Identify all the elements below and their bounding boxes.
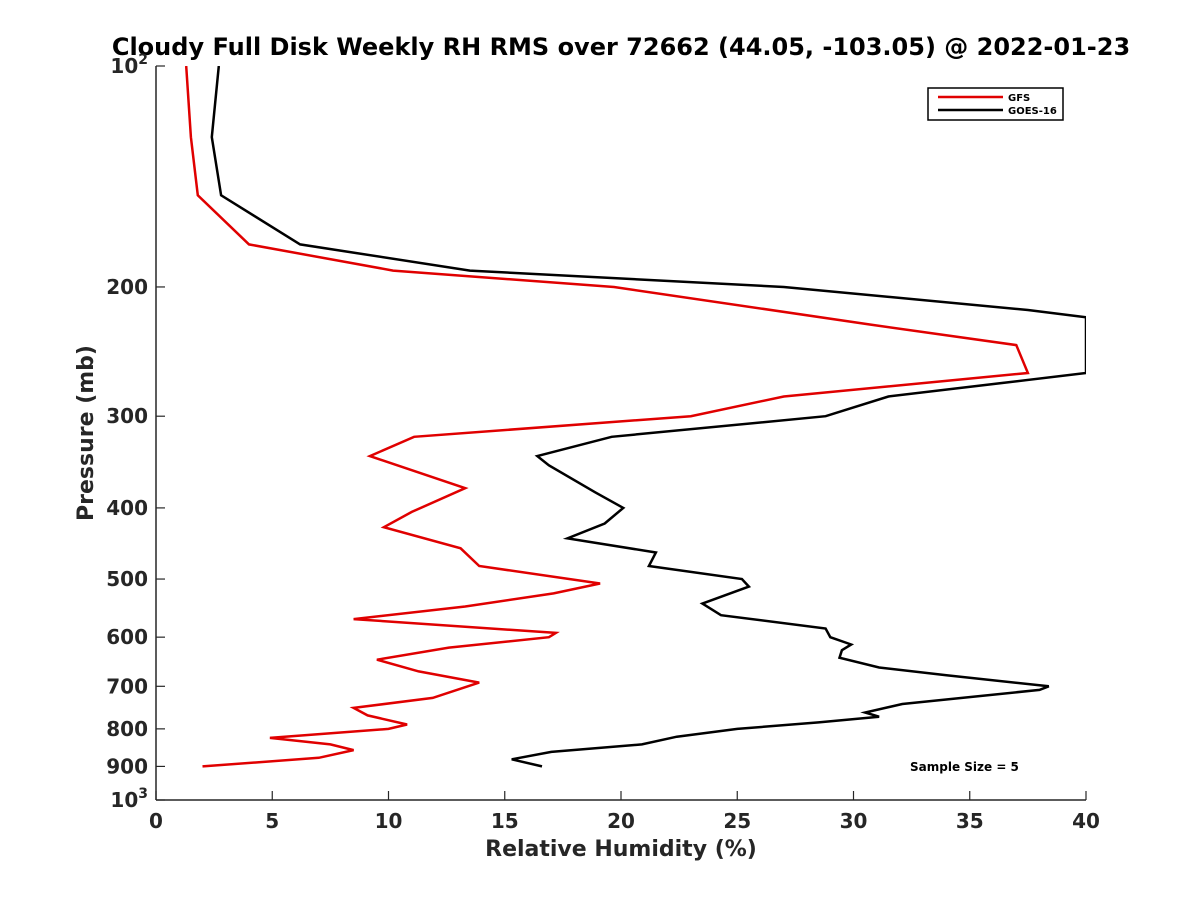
plot-area: 0 5 10 15 20 25 30 35 40102200300400500600700800… bbox=[106, 52, 1100, 833]
y-tick-label: 200 bbox=[106, 275, 148, 299]
x-tick-label: 0 bbox=[149, 809, 163, 833]
legend-box bbox=[927, 87, 1064, 121]
y-tick-label: 300 bbox=[106, 404, 148, 428]
y-tick-label: 500 bbox=[106, 567, 148, 591]
x-tick-label: 15 bbox=[491, 809, 519, 833]
series-line-goes-16 bbox=[210, 66, 1086, 768]
x-tick-label: 35 bbox=[956, 809, 984, 833]
y-tick-label: 600 bbox=[106, 625, 148, 649]
y-tick-label: 900 bbox=[106, 754, 148, 778]
legend-label-gfs: GFS bbox=[1008, 93, 1030, 104]
chart-title: Cloudy Full Disk Weekly RH RMS over 7266… bbox=[112, 33, 1130, 61]
x-tick-label: 40 bbox=[1072, 809, 1100, 833]
x-tick-label: 25 bbox=[723, 809, 751, 833]
series-line-gfs bbox=[184, 66, 1030, 768]
x-tick-label: 20 bbox=[607, 809, 635, 833]
x-tick-label: 30 bbox=[840, 809, 868, 833]
y-tick-label: 800 bbox=[106, 717, 148, 741]
x-axis-label: Relative Humidity (%) bbox=[485, 837, 757, 862]
legend: GFS GOES-16 bbox=[927, 87, 1064, 121]
legend-label-goes-16: GOES-16 bbox=[1008, 106, 1057, 117]
y-tick-label: 400 bbox=[106, 496, 148, 520]
x-tick-label: 10 bbox=[375, 809, 403, 833]
x-tick-label: 5 bbox=[265, 809, 279, 833]
y-axis-label: Pressure (mb) bbox=[74, 345, 99, 521]
y-tick-label: 700 bbox=[106, 674, 148, 698]
sample-size-annotation: Sample Size = 5 bbox=[910, 760, 1019, 774]
